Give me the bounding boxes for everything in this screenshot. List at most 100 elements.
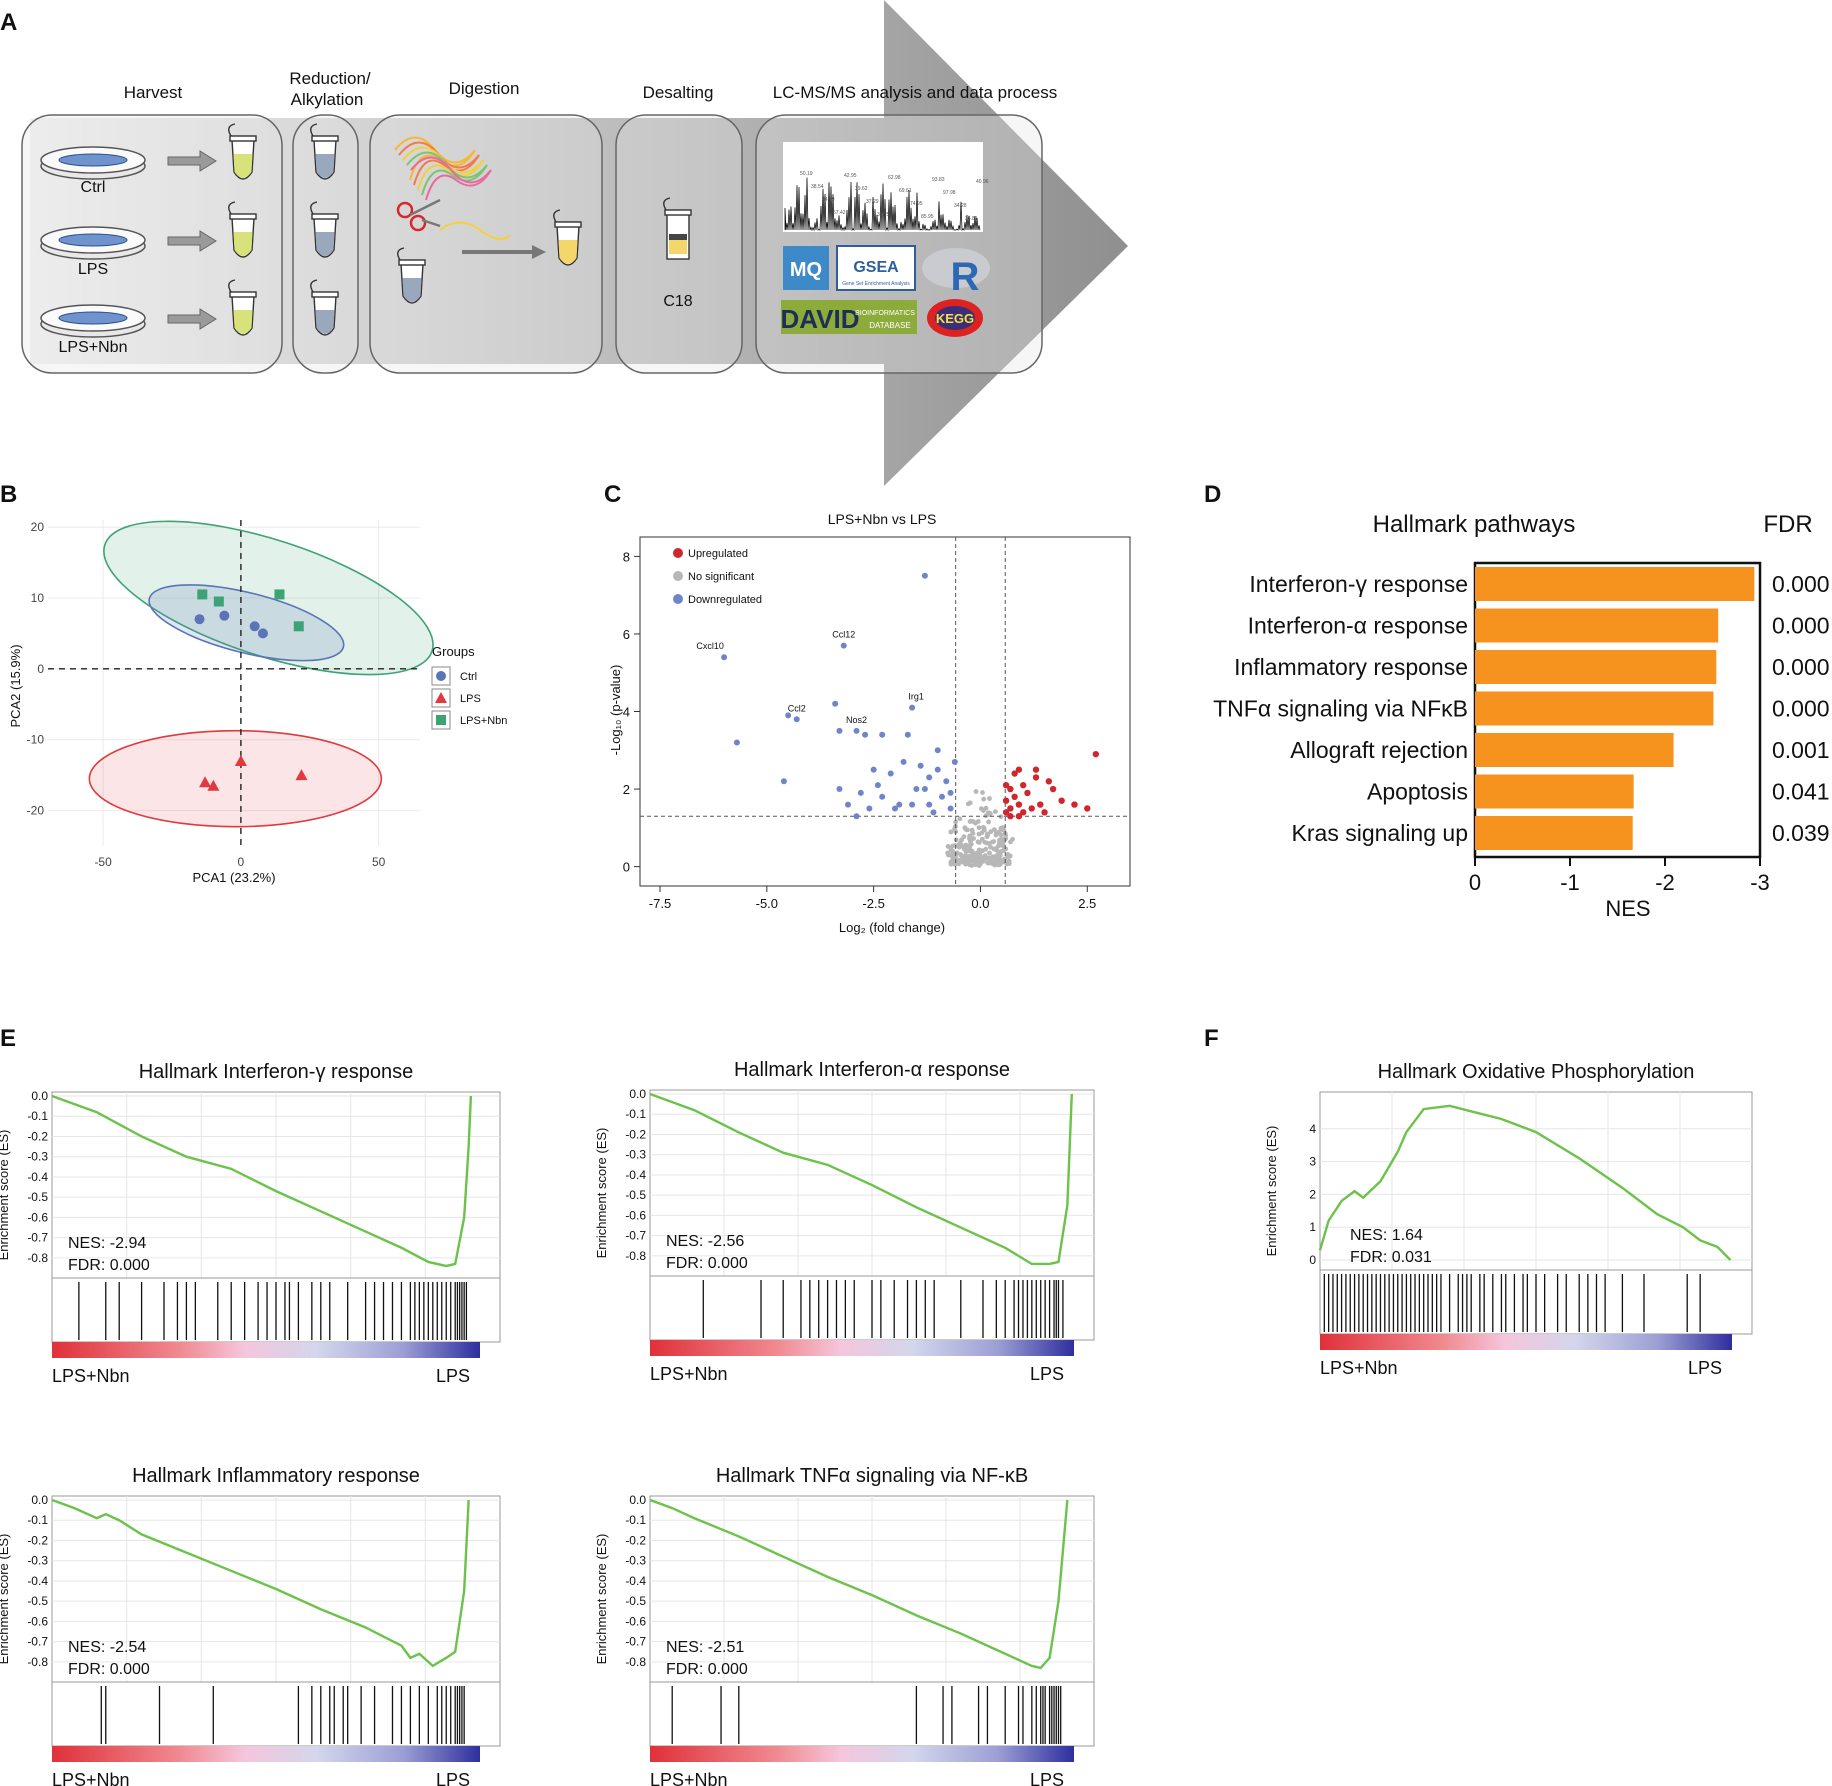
volcano-point-down (879, 793, 886, 800)
protein-strand (394, 136, 476, 181)
rank-gradient (650, 1746, 1074, 1762)
volcano-point-ns (968, 818, 974, 824)
volcano-point-up (1015, 813, 1023, 820)
volcano-point-ns (970, 830, 976, 836)
gsea-logo-text: GSEA (853, 259, 899, 276)
pathway-label: Allograft rejection (1290, 737, 1468, 763)
panel-label-c: C (604, 481, 621, 508)
scissors-icon (421, 218, 441, 228)
y-tick-label: 0 (623, 860, 630, 875)
x-axis-label: PCA1 (23.2%) (192, 870, 275, 885)
volcano-point-ns (976, 840, 982, 845)
y-tick-label: -0.4 (27, 1170, 48, 1184)
x-tick-label: -2 (1655, 870, 1675, 895)
volcano-point-ns (1008, 839, 1013, 845)
peak-label: 97.98 (943, 190, 956, 196)
column-liquid (669, 240, 687, 254)
volcano-point-up (1015, 801, 1023, 808)
es-curve (1318, 1104, 1732, 1261)
pca-point-lps-nbn (293, 621, 304, 632)
tube-icon (228, 279, 257, 336)
peak-label: 50.19 (800, 171, 813, 177)
y-tick-label: 1 (1309, 1220, 1316, 1234)
cell-layer (58, 233, 128, 247)
nes-label: NES: 1.64 (1350, 1227, 1423, 1244)
sample-label-lps-nbn: LPS+Nbn (59, 339, 128, 356)
hit-panel (51, 1681, 501, 1747)
pathway-label: Apoptosis (1367, 779, 1468, 805)
step-reduction: Reduction/ (289, 69, 371, 88)
x-tick-label: -7.5 (649, 896, 671, 911)
arrow-icon (167, 150, 217, 172)
gene-label: Ccl2 (788, 703, 806, 713)
david-logo-text: DAVID (781, 304, 860, 334)
volcano-point-down (836, 786, 843, 793)
y-tick-label: -0.5 (27, 1190, 48, 1204)
volcano-point-ns (967, 842, 973, 848)
gsea-title: Hallmark Oxidative Phosphorylation (1378, 1061, 1695, 1083)
rank-gradient (52, 1342, 480, 1358)
legend-label: No significant (688, 571, 754, 583)
volcano-point-down (926, 801, 933, 808)
nes-label: NES: -2.94 (68, 1235, 146, 1252)
step-alkylation: Alkylation (291, 90, 364, 109)
volcano-point-ns (984, 834, 990, 840)
volcano-point-up (1058, 797, 1065, 804)
volcano-point-up (1002, 797, 1010, 804)
r-logo (922, 248, 990, 288)
volcano-point-down (909, 801, 916, 808)
peak-label: 57.42 (833, 210, 846, 216)
x-tick-label: 0.0 (971, 896, 989, 911)
tube-cap (398, 259, 426, 266)
volcano-point-ns (960, 858, 966, 864)
pca-point-lps (234, 754, 247, 766)
legend-title: Groups (432, 644, 475, 659)
fdr-label: FDR: 0.000 (68, 1661, 150, 1678)
fdr-value: 0.001 (1772, 737, 1830, 763)
volcano-point-up (1045, 778, 1053, 785)
volcano-point-down (857, 789, 864, 796)
volcano-point-down (874, 782, 881, 789)
fdr-header: FDR (1763, 511, 1812, 538)
peak-label: 62.98 (888, 175, 901, 181)
x-axis-label: Log₂ (fold change) (839, 920, 945, 935)
y-tick-label: -0.8 (625, 1655, 646, 1669)
peak-label: 69.61 (899, 188, 912, 194)
volcano-point-up (1002, 781, 1010, 789)
y-tick-label: -0.8 (625, 1249, 646, 1263)
volcano-point-ns (996, 862, 1002, 868)
volcano-point-ns (983, 855, 988, 861)
volcano-point-down (921, 572, 928, 579)
volcano-point-down (733, 739, 740, 746)
right-phenotype-label: LPS (1030, 1770, 1064, 1786)
panel-label-f: F (1204, 1025, 1219, 1052)
y-tick-label: 0 (37, 662, 44, 676)
volcano-point-ns (979, 836, 985, 842)
arrow-icon (462, 245, 546, 259)
legend-marker (436, 715, 446, 725)
y-tick-label: 6 (623, 627, 630, 642)
tube-icon (310, 279, 339, 336)
volcano-point-down (780, 778, 787, 785)
fdr-value: 0.000 (1772, 613, 1830, 639)
es-curve (51, 1094, 473, 1268)
y-tick-label: -0.2 (27, 1129, 48, 1143)
legend-label: Upregulated (688, 548, 748, 560)
peak-label: 35.25 (877, 212, 890, 218)
y-axis-label: Enrichment score (ES) (0, 1130, 11, 1261)
volcano-point-ns (953, 837, 959, 843)
nes-bar (1475, 774, 1634, 809)
y-tick-label: -0.6 (27, 1210, 48, 1224)
x-tick-label: -50 (94, 855, 112, 869)
tube-cap (664, 209, 692, 216)
y-tick-label: 4 (1309, 1122, 1316, 1136)
volcano-point-ns (993, 857, 999, 863)
tube-lid (228, 201, 236, 215)
gsea-title: Hallmark Interferon-γ response (139, 1061, 414, 1083)
panel-label-d: D (1204, 481, 1221, 508)
y-tick-label: -0.1 (27, 1109, 48, 1123)
left-phenotype-label: LPS+Nbn (650, 1364, 728, 1384)
tube-liquid (233, 154, 253, 178)
volcano-point-ns (990, 839, 995, 845)
